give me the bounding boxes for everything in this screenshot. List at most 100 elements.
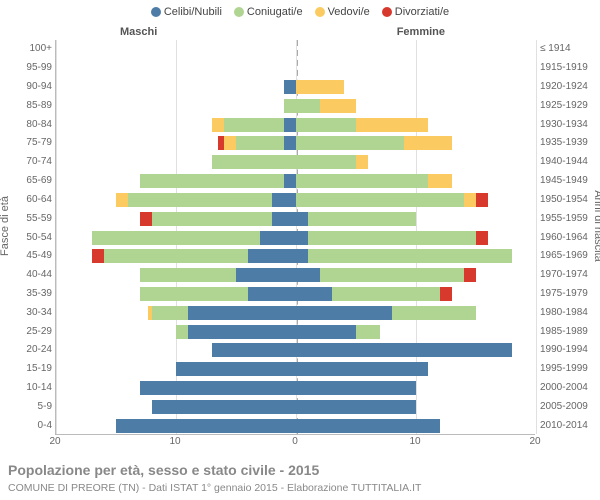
birth-year-label: 1990-1994 — [540, 342, 598, 358]
bar-female — [296, 174, 452, 188]
bar-segment-w — [404, 136, 452, 150]
age-label: 65-69 — [8, 173, 52, 189]
bar-segment-w — [224, 136, 236, 150]
age-row: 65-691945-1949 — [56, 173, 536, 189]
age-label: 0-4 — [8, 418, 52, 434]
legend-item: Celibi/Nubili — [151, 6, 222, 18]
bar-segment-m — [236, 136, 284, 150]
age-row: 10-142000-2004 — [56, 380, 536, 396]
bar-segment-m — [320, 268, 464, 282]
birth-year-label: 2005-2009 — [540, 399, 598, 415]
bar-female — [296, 136, 452, 150]
age-row: 100+≤ 1914 — [56, 41, 536, 57]
female-header: Femmine — [397, 26, 445, 38]
age-row: 90-941920-1924 — [56, 79, 536, 95]
birth-year-label: 1985-1989 — [540, 324, 598, 340]
bar-segment-m — [92, 231, 260, 245]
age-label: 80-84 — [8, 117, 52, 133]
bar-segment-m — [308, 249, 512, 263]
bar-female — [296, 99, 356, 113]
bar-segment-w — [116, 193, 128, 207]
age-row: 35-391975-1979 — [56, 286, 536, 302]
bar-segment-w — [320, 99, 356, 113]
bar-segment-w — [296, 80, 344, 94]
bar-male — [140, 212, 296, 226]
male-header: Maschi — [120, 26, 157, 38]
birth-year-label: 1915-1919 — [540, 60, 598, 76]
birth-year-label: 1925-1929 — [540, 98, 598, 114]
x-tick-label: 20 — [49, 436, 60, 447]
x-tick-label: 0 — [292, 436, 298, 447]
birth-year-label: 1935-1939 — [540, 135, 598, 151]
age-label: 25-29 — [8, 324, 52, 340]
birth-year-label: ≤ 1914 — [540, 41, 598, 57]
age-label: 85-89 — [8, 98, 52, 114]
birth-year-label: 1960-1964 — [540, 230, 598, 246]
age-label: 60-64 — [8, 192, 52, 208]
age-label: 75-79 — [8, 135, 52, 151]
birth-year-label: 1955-1959 — [540, 211, 598, 227]
birth-year-label: 1975-1979 — [540, 286, 598, 302]
bar-male — [284, 99, 296, 113]
bar-segment-w — [464, 193, 476, 207]
age-row: 95-991915-1919 — [56, 60, 536, 76]
legend-swatch — [234, 7, 244, 17]
bar-segment-w — [212, 118, 224, 132]
bar-male — [284, 80, 296, 94]
chart-subtitle: COMUNE DI PREORE (TN) - Dati ISTAT 1° ge… — [8, 482, 421, 494]
age-label: 40-44 — [8, 267, 52, 283]
bar-male — [212, 155, 296, 169]
legend-item: Coniugati/e — [234, 6, 303, 18]
bar-segment-c — [284, 118, 296, 132]
bar-segment-w — [356, 155, 368, 169]
bar-male — [176, 325, 296, 339]
age-row: 30-341980-1984 — [56, 305, 536, 321]
bar-segment-m — [140, 174, 284, 188]
birth-year-label: 1920-1924 — [540, 79, 598, 95]
bar-female — [296, 362, 428, 376]
bar-segment-c — [296, 419, 440, 433]
bar-segment-c — [296, 306, 392, 320]
age-row: 50-541960-1964 — [56, 230, 536, 246]
bar-segment-c — [116, 419, 296, 433]
bar-segment-m — [176, 325, 188, 339]
bar-segment-c — [248, 249, 296, 263]
bar-male — [152, 400, 296, 414]
bar-male — [92, 249, 296, 263]
bar-segment-m — [308, 231, 476, 245]
birth-year-label: 1970-1974 — [540, 267, 598, 283]
bar-segment-c — [296, 325, 356, 339]
bar-segment-w — [428, 174, 452, 188]
bar-segment-m — [104, 249, 248, 263]
age-row: 85-891925-1929 — [56, 98, 536, 114]
bar-male — [116, 419, 296, 433]
bar-female — [296, 381, 416, 395]
bar-segment-m — [284, 99, 296, 113]
bar-female — [296, 400, 416, 414]
bar-male — [92, 231, 296, 245]
birth-year-label: 2010-2014 — [540, 418, 598, 434]
bar-female — [296, 343, 512, 357]
bar-female — [296, 306, 476, 320]
x-tick-label: 20 — [529, 436, 540, 447]
bar-segment-c — [212, 343, 296, 357]
bar-segment-m — [140, 268, 236, 282]
bar-segment-c — [296, 343, 512, 357]
birth-year-label: 2000-2004 — [540, 380, 598, 396]
birth-year-label: 1950-1954 — [540, 192, 598, 208]
bar-segment-m — [296, 174, 428, 188]
bar-segment-d — [464, 268, 476, 282]
x-tick-label: 10 — [169, 436, 180, 447]
bar-segment-m — [392, 306, 476, 320]
bar-segment-w — [356, 118, 428, 132]
birth-year-label: 1965-1969 — [540, 248, 598, 264]
birth-year-label: 1930-1934 — [540, 117, 598, 133]
bar-segment-c — [296, 249, 308, 263]
bar-segment-d — [92, 249, 104, 263]
bar-female — [296, 249, 512, 263]
bar-segment-c — [284, 174, 296, 188]
bar-male — [140, 268, 296, 282]
bar-segment-c — [296, 268, 320, 282]
age-label: 55-59 — [8, 211, 52, 227]
age-row: 5-92005-2009 — [56, 399, 536, 415]
